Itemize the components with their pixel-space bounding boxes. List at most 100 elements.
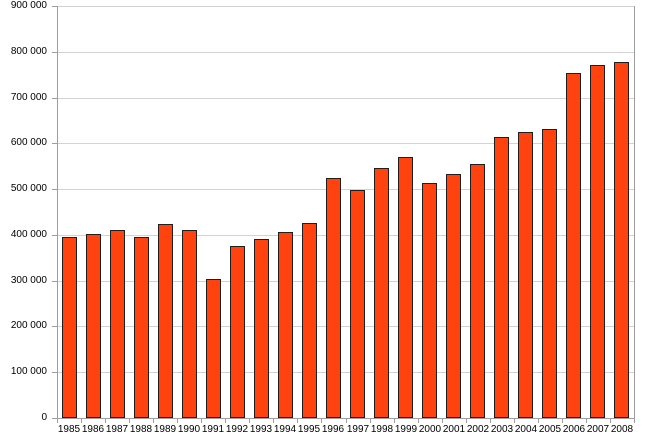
x-axis-tick [562,419,563,423]
x-axis-tick [177,419,178,423]
y-tick-label: 400 000 [10,229,47,240]
x-axis-tick [514,419,515,423]
x-tick-label: 1992 [225,424,249,435]
y-tick-label: 0 [41,412,47,423]
x-axis-tick [490,419,491,423]
bar-2006 [566,73,581,418]
bar-1986 [86,234,101,418]
x-axis-tick [418,419,419,423]
x-tick-label: 2007 [586,424,610,435]
gridline [58,52,634,53]
x-tick-label: 1995 [297,424,321,435]
y-axis-line [57,6,58,419]
x-tick-label: 2002 [466,424,490,435]
x-axis-tick [634,419,635,423]
x-tick-label: 2008 [610,424,634,435]
x-tick-label: 1996 [321,424,345,435]
plot-right-border [634,6,635,419]
x-tick-label: 1989 [153,424,177,435]
bar-1994 [278,232,293,418]
x-axis-tick [297,419,298,423]
gridline [58,372,634,373]
bar-1991 [206,279,221,418]
bar-2007 [590,65,605,418]
x-axis-tick [321,419,322,423]
x-axis-tick [466,419,467,423]
gridline [58,6,634,7]
bar-1998 [374,168,389,418]
x-tick-label: 1987 [105,424,129,435]
y-axis-tick [52,418,57,419]
x-axis-tick [273,419,274,423]
bar-1985 [62,237,77,418]
x-axis-line [57,418,635,419]
y-tick-label: 700 000 [10,92,47,103]
bar-2003 [494,137,509,418]
x-axis-tick [105,419,106,423]
y-tick-label: 500 000 [10,183,47,194]
y-tick-label: 900 000 [10,0,47,11]
x-tick-label: 1997 [346,424,370,435]
x-axis-tick [442,419,443,423]
y-tick-label: 800 000 [10,46,47,57]
x-axis-tick [394,419,395,423]
y-axis-tick [52,281,57,282]
bar-1992 [230,246,245,418]
x-axis-tick [538,419,539,423]
x-axis-tick [201,419,202,423]
x-axis-tick [81,419,82,423]
bar-1989 [158,224,173,418]
x-tick-label: 1993 [249,424,273,435]
x-tick-label: 2001 [442,424,466,435]
x-tick-label: 2003 [490,424,514,435]
y-axis-tick [52,326,57,327]
bar-2004 [518,132,533,418]
x-axis-tick [249,419,250,423]
y-axis-tick [52,52,57,53]
gridline [58,98,634,99]
bar-1993 [254,239,269,418]
y-axis-tick [52,98,57,99]
x-axis-tick [346,419,347,423]
bar-1988 [134,237,149,418]
y-axis-tick [52,6,57,7]
bar-1997 [350,190,365,418]
x-axis-tick [586,419,587,423]
x-tick-label: 1990 [177,424,201,435]
gridline [58,189,634,190]
x-tick-label: 1999 [394,424,418,435]
x-tick-label: 1988 [129,424,153,435]
x-tick-label: 1991 [201,424,225,435]
x-axis-tick [610,419,611,423]
x-axis-tick [129,419,130,423]
x-axis-tick [153,419,154,423]
x-axis-tick [370,419,371,423]
bar-1990 [182,230,197,418]
bar-1987 [110,230,125,418]
x-tick-label: 2004 [514,424,538,435]
x-tick-label: 2000 [418,424,442,435]
gridline [58,235,634,236]
x-axis-tick [57,419,58,423]
y-axis-tick [52,235,57,236]
gridline [58,281,634,282]
y-axis-tick [52,143,57,144]
x-tick-label: 2006 [562,424,586,435]
y-tick-label: 300 000 [10,275,47,286]
x-tick-label: 1994 [273,424,297,435]
y-tick-label: 200 000 [10,320,47,331]
bar-1999 [398,157,413,418]
y-axis-tick [52,189,57,190]
bar-1995 [302,223,317,418]
bar-2002 [470,164,485,418]
x-tick-label: 1986 [81,424,105,435]
bar-2000 [422,183,437,418]
bar-1996 [326,178,341,418]
x-tick-label: 1998 [370,424,394,435]
gridline [58,143,634,144]
x-axis-tick [225,419,226,423]
y-tick-label: 600 000 [10,137,47,148]
gridline [58,326,634,327]
bar-2001 [446,174,461,418]
